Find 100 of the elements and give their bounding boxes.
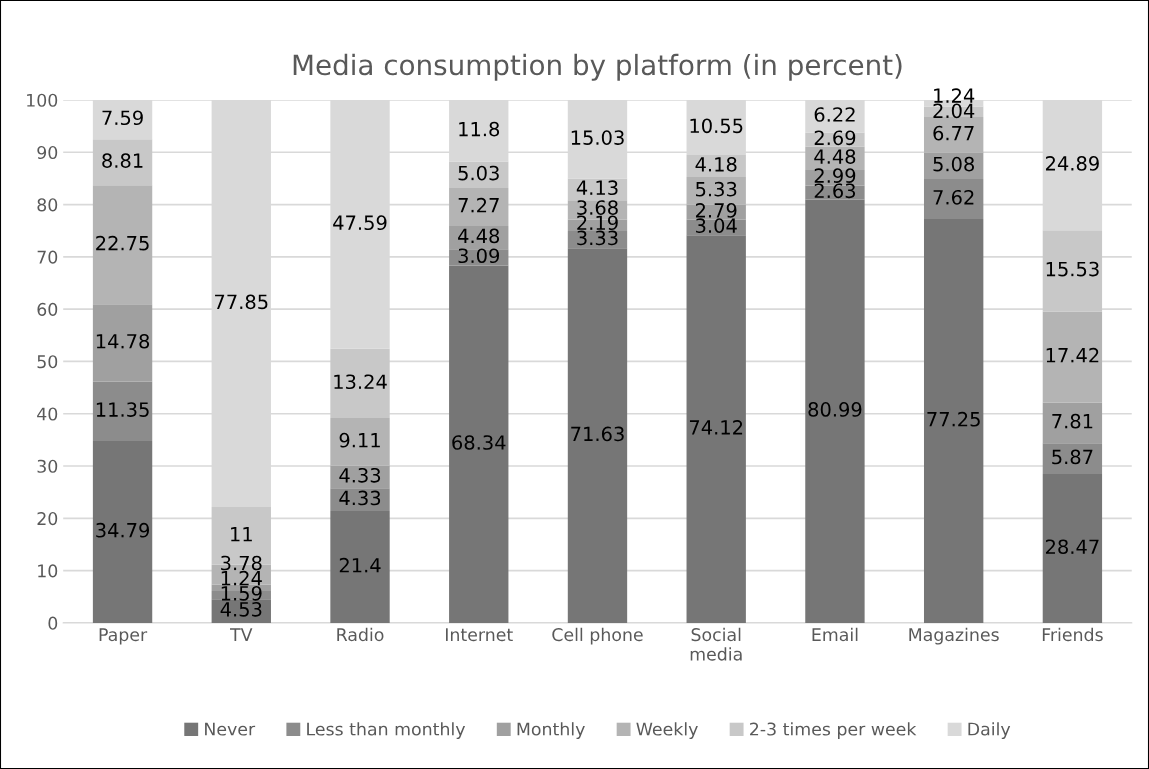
data-label: 7.81 (1052, 413, 1093, 429)
legend-label: Never (205, 722, 256, 736)
data-label: 74.12 (689, 420, 743, 435)
data-label: 77.25 (927, 411, 980, 427)
data-label: 3.04 (696, 218, 737, 233)
y-tick-label: 10 (38, 564, 58, 578)
bar (449, 187, 509, 226)
legend-label: Less than monthly (307, 722, 466, 739)
data-label: 2.69 (814, 130, 856, 146)
data-label: 14.78 (96, 333, 150, 349)
data-label: 4.53 (220, 601, 262, 617)
data-label: 4.33 (339, 467, 381, 483)
data-label: 2.04 (933, 103, 975, 119)
data-label: 3.78 (221, 555, 262, 571)
data-label: 77.85 (215, 294, 268, 310)
data-label: 7.59 (102, 110, 143, 126)
y-tick-label: 60 (37, 302, 58, 316)
data-label: 2.63 (814, 183, 856, 199)
x-tick-label: TV (230, 628, 253, 641)
legend-label: Monthly (517, 722, 585, 739)
data-label: 5.33 (696, 181, 737, 197)
y-tick-label: 20 (37, 512, 58, 526)
bar (330, 510, 390, 623)
data-label: 21.4 (339, 557, 381, 573)
bar (330, 418, 390, 466)
data-label: 5.87 (1052, 449, 1093, 465)
y-tick-label: 40 (37, 407, 58, 421)
legend-label: Weekly (636, 722, 698, 739)
data-label: 80.99 (808, 402, 862, 417)
data-label: 1.24 (221, 570, 262, 586)
data-label: 34.79 (96, 522, 150, 538)
data-label: 68.34 (452, 435, 506, 450)
y-tick-label: 80 (37, 198, 58, 212)
bar (92, 304, 153, 382)
bar (330, 488, 390, 511)
data-label: 4.48 (458, 228, 500, 244)
bar (1042, 230, 1103, 312)
x-tick-label: Paper (99, 628, 148, 645)
data-label: 7.27 (458, 197, 499, 213)
data-label: 11.8 (459, 121, 500, 137)
x-tick-label: Social media (690, 627, 742, 661)
y-tick-label: 50 (37, 355, 58, 369)
data-label: 9.11 (339, 432, 380, 448)
bar (686, 235, 746, 623)
data-label: 4.33 (339, 490, 381, 506)
x-tick-label: Radio (337, 627, 384, 642)
bar (1042, 402, 1103, 444)
bar (1042, 443, 1103, 475)
data-label: 47.59 (333, 215, 387, 231)
data-label: 17.42 (1046, 347, 1099, 363)
data-label: 6.77 (933, 125, 974, 141)
bar (92, 440, 153, 623)
y-tick-label: 100 (27, 93, 58, 107)
x-tick-label: Friends (1042, 627, 1103, 642)
data-label: 71.63 (571, 426, 624, 442)
data-label: 2.79 (695, 203, 737, 218)
data-label: 24.89 (1045, 156, 1099, 171)
y-tick-label: 0 (48, 616, 58, 630)
bar (923, 179, 984, 219)
data-label: 4.13 (576, 180, 618, 196)
data-label: 13.24 (334, 374, 387, 390)
y-tick-label: 70 (37, 250, 58, 264)
data-label: 28.47 (1045, 539, 1099, 555)
x-tick-label: Email (812, 627, 858, 642)
data-label: 22.75 (96, 235, 149, 251)
data-label: 15.53 (1046, 261, 1099, 277)
x-tick-label: Internet (445, 628, 513, 642)
data-label: 5.03 (458, 165, 499, 181)
data-label: 3.33 (577, 230, 618, 246)
data-label: 8.81 (102, 153, 143, 168)
bar (805, 199, 865, 623)
data-label: 11.35 (96, 402, 149, 417)
bar (1042, 311, 1103, 403)
x-tick-label: Cell phone (552, 627, 643, 645)
data-label: 1.59 (221, 585, 262, 601)
data-label: 2.19 (577, 215, 618, 231)
data-label: 3.68 (577, 200, 618, 215)
legend-label: 2-3 times per week (750, 722, 917, 739)
data-label: 3.09 (458, 248, 500, 264)
bar (567, 248, 628, 623)
bar (92, 139, 153, 186)
data-label: 7.62 (933, 189, 974, 205)
data-label: 6.22 (814, 107, 855, 122)
bar (923, 218, 984, 623)
data-label: 10.55 (690, 118, 743, 134)
data-label: 4.48 (814, 149, 856, 164)
y-tick-label: 30 (37, 459, 58, 473)
chart-title: Media consumption by platform (in percent) (293, 53, 902, 81)
bar (92, 185, 153, 305)
bar (923, 117, 984, 153)
bar (92, 381, 153, 441)
x-tick-label: Magazines (909, 627, 999, 645)
data-label: 15.03 (571, 130, 624, 145)
data-label: 11 (231, 527, 252, 542)
bar (449, 265, 509, 623)
data-label: 2.99 (814, 168, 856, 183)
data-label: 1.24 (934, 88, 975, 103)
bar (330, 348, 390, 419)
y-tick-label: 90 (37, 145, 58, 160)
bar (1042, 474, 1103, 623)
